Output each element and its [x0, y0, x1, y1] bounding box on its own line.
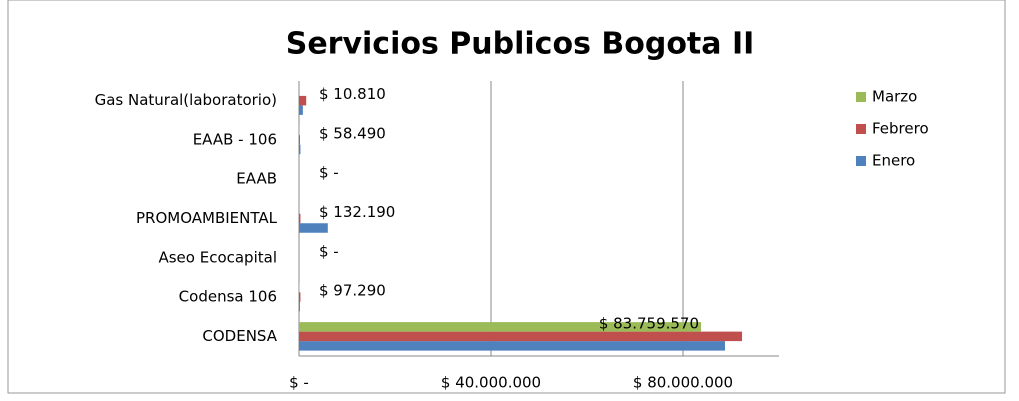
bar — [299, 213, 301, 224]
x-tick-label: $ 40.000.000 — [441, 374, 541, 392]
bar — [299, 322, 702, 332]
x-tick-label: $ 80.000.000 — [633, 374, 733, 392]
bar — [299, 135, 300, 145]
legend-swatch — [856, 156, 866, 166]
chart-title: Servicios Publicos Bogota II — [286, 27, 755, 62]
data-label: $ 10.810 — [319, 85, 386, 103]
bar — [299, 331, 743, 342]
y-tick-label: PROMOAMBIENTAL — [136, 209, 278, 227]
bar — [299, 204, 300, 214]
y-tick-label: EAAB - 106 — [193, 130, 277, 148]
legend-swatch — [856, 124, 866, 134]
legend-swatch — [856, 92, 866, 102]
y-tick-label: Codensa 106 — [179, 288, 277, 306]
y-tick-label: CODENSA — [202, 327, 277, 345]
bar — [299, 105, 303, 115]
data-label: $ 83.759.570 — [599, 315, 699, 333]
legend-label: Enero — [872, 152, 915, 170]
y-tick-label: Aseo Ecocapital — [158, 248, 277, 266]
data-label: $ 132.190 — [319, 203, 395, 221]
data-label: $ 58.490 — [319, 124, 386, 142]
data-label: $ - — [319, 164, 339, 182]
bar — [299, 341, 725, 351]
y-tick-label: EAAB — [236, 170, 277, 188]
bar — [299, 301, 300, 312]
legend-label: Marzo — [872, 88, 917, 106]
bar — [299, 144, 301, 155]
data-label: $ - — [319, 242, 339, 260]
bar — [299, 95, 307, 106]
y-tick-label: Gas Natural(laboratorio) — [95, 91, 277, 109]
bar — [299, 292, 301, 302]
bar — [299, 223, 328, 233]
x-tick-label: $ - — [289, 374, 309, 392]
data-label: $ 97.290 — [319, 282, 386, 300]
legend-label: Febrero — [872, 120, 929, 138]
